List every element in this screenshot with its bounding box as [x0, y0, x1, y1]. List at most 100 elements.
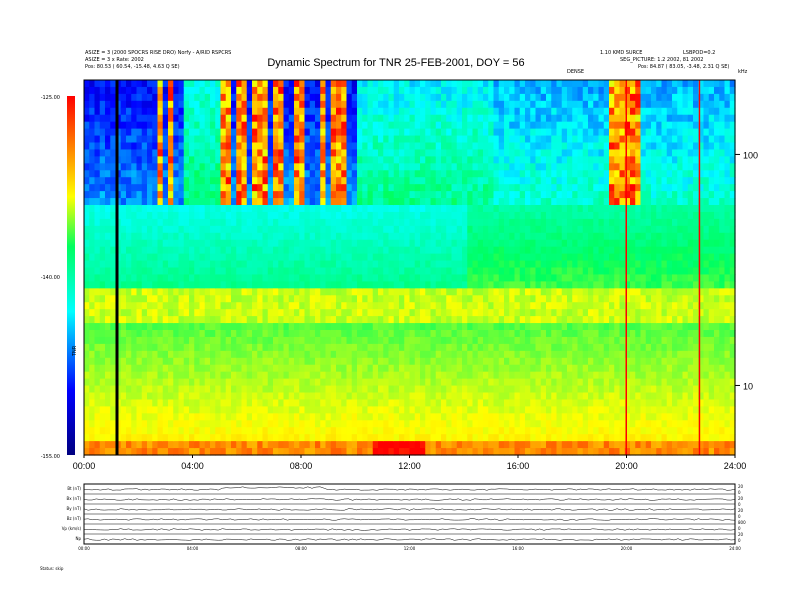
heat-cell [383, 100, 390, 109]
heat-cell [283, 156, 290, 164]
heat-cell [441, 191, 447, 199]
heat-cell [330, 163, 337, 171]
heat-cell [152, 170, 159, 178]
heat-cell [504, 218, 510, 227]
heat-cell [178, 163, 185, 171]
heat-cell [283, 218, 290, 227]
heat-cell [105, 364, 111, 373]
heat-cell [299, 86, 306, 95]
heat-cell [173, 392, 180, 401]
heat-cell [519, 316, 526, 324]
heat-cell [514, 253, 521, 262]
heat-cell [451, 336, 458, 345]
heat-cell [194, 260, 201, 269]
heat-cell [225, 413, 232, 421]
heat-cell [351, 330, 358, 338]
heat-cell [472, 156, 479, 164]
heat-cell [136, 274, 143, 282]
heat-cell [472, 441, 479, 449]
heat-cell [372, 330, 379, 338]
heat-cell [162, 441, 169, 449]
heat-cell [320, 323, 327, 331]
heat-cell [467, 288, 474, 296]
heat-cell [357, 364, 363, 373]
heat-cell [257, 177, 264, 185]
heat-cell [330, 434, 337, 442]
heat-cell [362, 392, 369, 401]
heat-cell [309, 448, 316, 456]
heat-cell [94, 281, 101, 289]
heat-cell [383, 281, 390, 289]
heat-cell [220, 218, 227, 227]
heat-cell [126, 274, 132, 282]
heat-cell [183, 225, 190, 234]
heat-cell [509, 135, 516, 144]
heat-cell [278, 392, 285, 401]
heat-cell [147, 156, 153, 164]
heat-cell [330, 357, 337, 366]
heat-cell [315, 205, 321, 213]
heat-cell [556, 267, 563, 276]
heat-cell [393, 399, 400, 407]
heat-cell [404, 448, 411, 456]
heat-cell [147, 135, 153, 144]
heat-cell [283, 80, 290, 88]
heat-cell [456, 406, 463, 414]
heat-cell [162, 114, 169, 123]
heat-cell [173, 441, 180, 449]
heat-cell [393, 107, 400, 116]
heat-cell [388, 86, 395, 95]
header-info-right-2: LSBPOD=0.2 [683, 50, 716, 56]
heat-cell [157, 86, 164, 95]
heat-cell [357, 350, 363, 359]
heat-cell [304, 128, 311, 137]
heat-cell [257, 323, 264, 331]
heat-cell [173, 385, 180, 394]
heat-cell [262, 93, 269, 102]
heat-cell [462, 330, 468, 338]
heat-cell [341, 281, 348, 289]
heat-cell [414, 114, 421, 123]
heat-cell [273, 232, 279, 241]
heat-cell [173, 100, 180, 109]
heat-cell [372, 316, 379, 324]
heat-cell [215, 100, 222, 109]
heat-cell [273, 434, 279, 442]
heat-cell [430, 399, 437, 407]
heat-cell [183, 135, 190, 144]
heat-cell [215, 295, 222, 303]
heat-cell [199, 288, 206, 296]
heat-cell [252, 100, 258, 109]
heat-cell [257, 295, 264, 303]
heat-cell [220, 357, 227, 366]
heat-cell [215, 350, 222, 359]
heat-cell [194, 420, 201, 428]
heat-cell [367, 260, 374, 269]
heat-cell [178, 350, 185, 359]
heat-cell [435, 149, 442, 157]
heat-cell [414, 316, 421, 324]
heat-cell [446, 232, 453, 241]
heat-cell [446, 378, 453, 387]
heat-cell [89, 239, 96, 248]
heat-cell [94, 80, 101, 88]
heat-cell [530, 406, 537, 414]
heat-cell [252, 448, 258, 456]
heat-cell [393, 239, 400, 248]
heat-cell [299, 323, 306, 331]
heat-cell [199, 86, 206, 95]
heat-cell [330, 142, 337, 151]
heat-cell [367, 420, 374, 428]
heat-cell [493, 260, 500, 269]
heat-cell [183, 205, 190, 213]
heat-cell [262, 309, 269, 317]
heat-cell [493, 225, 500, 234]
heat-cell [126, 232, 132, 241]
heat-cell [404, 323, 411, 331]
heat-cell [162, 330, 169, 338]
heat-cell [89, 114, 96, 123]
heat-cell [509, 434, 516, 442]
heat-cell [372, 399, 379, 407]
heat-cell [315, 184, 321, 192]
heat-cell [514, 184, 521, 192]
